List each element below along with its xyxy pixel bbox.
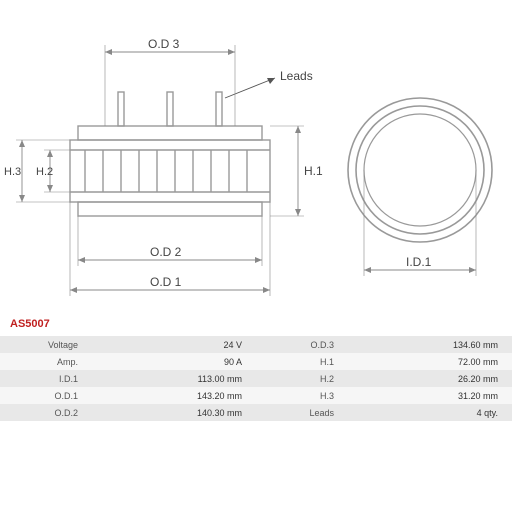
spec-label: O.D.1 — [0, 391, 90, 401]
spec-label: O.D.2 — [0, 408, 90, 418]
spec-value: 134.60 mm — [346, 340, 512, 350]
od1-label: O.D 1 — [150, 275, 182, 289]
h1-label: H.1 — [304, 164, 323, 178]
h2-label: H.2 — [36, 166, 53, 178]
spec-row: I.D.1113.00 mm — [0, 370, 256, 387]
od2-label: O.D 2 — [150, 245, 182, 259]
spec-label: Voltage — [0, 340, 90, 350]
spec-row: Leads4 qty. — [256, 404, 512, 421]
spec-row: H.226.20 mm — [256, 370, 512, 387]
technical-diagram: Leads O.D 3 O.D 2 O.D 1 H.1 — [0, 0, 512, 320]
spec-value: 24 V — [90, 340, 256, 350]
spec-label: O.D.3 — [256, 340, 346, 350]
spec-row: O.D.1143.20 mm — [0, 387, 256, 404]
spec-row: H.331.20 mm — [256, 387, 512, 404]
spec-row: O.D.2140.30 mm — [0, 404, 256, 421]
spec-label: Amp. — [0, 357, 90, 367]
spec-row: Amp.90 A — [0, 353, 256, 370]
leads-label: Leads — [280, 69, 313, 83]
spec-value: 143.20 mm — [90, 391, 256, 401]
spec-row: Voltage24 V — [0, 336, 256, 353]
spec-table: Voltage24 VAmp.90 AI.D.1113.00 mmO.D.114… — [0, 336, 512, 421]
spec-value: 140.30 mm — [90, 408, 256, 418]
spec-label: H.3 — [256, 391, 346, 401]
spec-value: 31.20 mm — [346, 391, 512, 401]
product-code: AS5007 — [10, 318, 50, 330]
spec-value: 4 qty. — [346, 408, 512, 418]
spec-value: 90 A — [90, 357, 256, 367]
spec-value: 26.20 mm — [346, 374, 512, 384]
od3-label: O.D 3 — [148, 37, 180, 51]
spec-value: 72.00 mm — [346, 357, 512, 367]
spec-label: I.D.1 — [0, 374, 90, 384]
id1-label: I.D.1 — [406, 255, 432, 269]
spec-row: H.172.00 mm — [256, 353, 512, 370]
spec-label: Leads — [256, 408, 346, 418]
spec-value: 113.00 mm — [90, 374, 256, 384]
spec-label: H.2 — [256, 374, 346, 384]
spec-row: O.D.3134.60 mm — [256, 336, 512, 353]
spec-label: H.1 — [256, 357, 346, 367]
h3-label: H.3 — [4, 166, 21, 178]
